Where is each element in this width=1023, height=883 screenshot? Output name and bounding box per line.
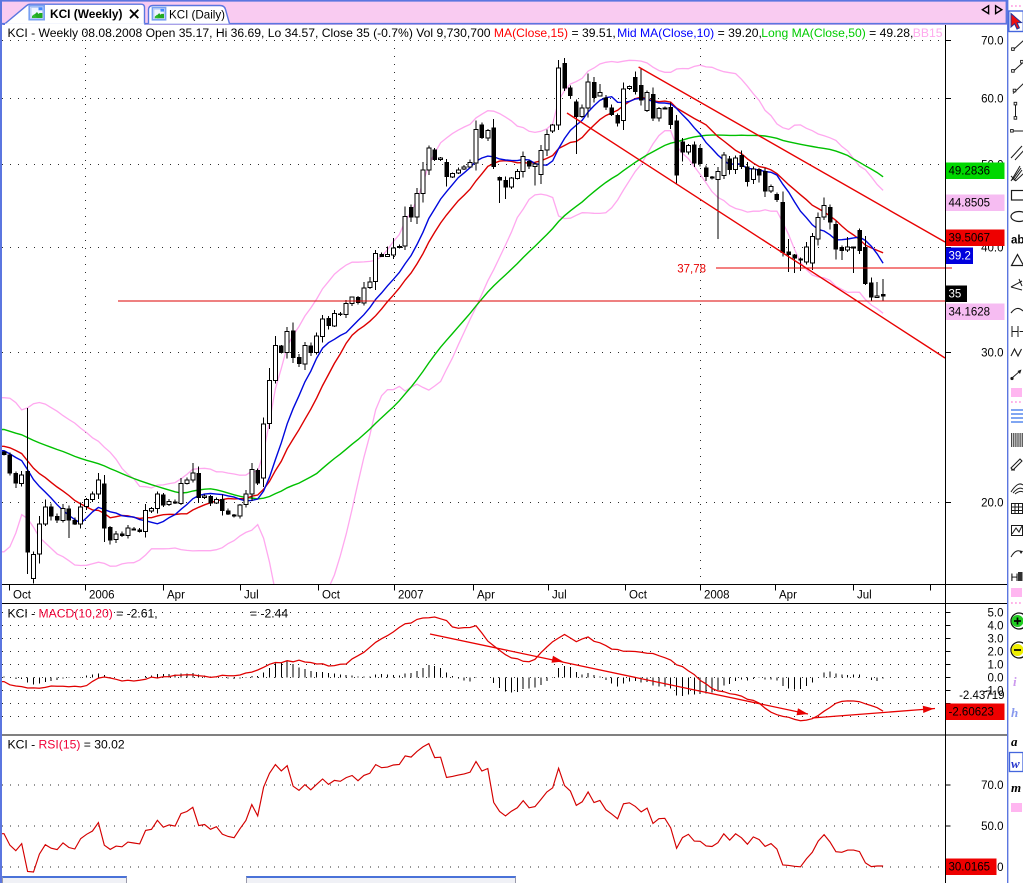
svg-text:34.1628: 34.1628 (949, 307, 991, 319)
svg-text:h: h (1011, 705, 1018, 720)
svg-text:KCI - MACD(10,20) = -2.61,: KCI - MACD(10,20) = -2.61, (8, 607, 158, 621)
svg-text:2007: 2007 (398, 590, 424, 602)
svg-text:30.0: 30.0 (981, 348, 1003, 360)
svg-text:-1.0: -1.0 (984, 686, 1004, 698)
svg-text:49.2836: 49.2836 (949, 166, 991, 178)
svg-text:30.0165: 30.0165 (949, 862, 991, 874)
svg-text:70.0: 70.0 (981, 36, 1003, 48)
svg-text:39.5067: 39.5067 (949, 233, 991, 245)
svg-text:KCI (Weekly): KCI (Weekly) (50, 7, 123, 21)
svg-text:0.0: 0.0 (988, 673, 1004, 685)
svg-text:= -2.44: = -2.44 (250, 607, 288, 621)
svg-text:Apr: Apr (477, 590, 495, 602)
svg-text:3.0: 3.0 (988, 634, 1004, 646)
svg-text:m: m (1011, 780, 1021, 795)
svg-text:37,78: 37,78 (677, 264, 706, 276)
svg-text:5.0: 5.0 (988, 608, 1004, 620)
svg-text:Jul: Jul (244, 590, 259, 602)
svg-text:2008: 2008 (704, 590, 730, 602)
svg-text:Apr: Apr (167, 590, 185, 602)
svg-text:Jul: Jul (857, 590, 872, 602)
svg-text:50.0: 50.0 (981, 821, 1003, 833)
svg-text:44.8505: 44.8505 (949, 198, 991, 210)
svg-text:39.2: 39.2 (949, 251, 971, 263)
svg-text:60.0: 60.0 (981, 94, 1003, 106)
svg-text:a: a (1011, 734, 1018, 749)
svg-text:H: H (1011, 572, 1019, 584)
svg-text:2006: 2006 (89, 590, 115, 602)
svg-text:KCI - RSI(15) = 30.02: KCI - RSI(15) = 30.02 (8, 738, 125, 752)
svg-text:Apr: Apr (779, 590, 797, 602)
svg-text:4.0: 4.0 (988, 621, 1004, 633)
svg-text:Jul: Jul (552, 590, 567, 602)
svg-text:-2.60623: -2.60623 (949, 707, 994, 719)
svg-text:ab: ab (1011, 235, 1023, 247)
svg-text:2.0: 2.0 (988, 647, 1004, 659)
svg-text:-2.43719: -2.43719 (959, 690, 1004, 702)
svg-text:Oct: Oct (629, 590, 648, 602)
svg-text:20.0: 20.0 (981, 498, 1003, 510)
svg-text:70.0: 70.0 (981, 780, 1003, 792)
svg-text:Oct: Oct (322, 590, 341, 602)
svg-text:35: 35 (949, 289, 962, 301)
svg-text:KCI (Daily): KCI (Daily) (169, 9, 225, 22)
svg-text:1.0: 1.0 (988, 660, 1004, 672)
svg-text:KCI - Weekly 08.08.2008 Open 3: KCI - Weekly 08.08.2008 Open 35.17, Hi 3… (8, 26, 943, 40)
svg-text:w: w (1011, 756, 1020, 771)
svg-text:i: i (1013, 674, 1017, 689)
svg-text:Oct: Oct (13, 590, 32, 602)
